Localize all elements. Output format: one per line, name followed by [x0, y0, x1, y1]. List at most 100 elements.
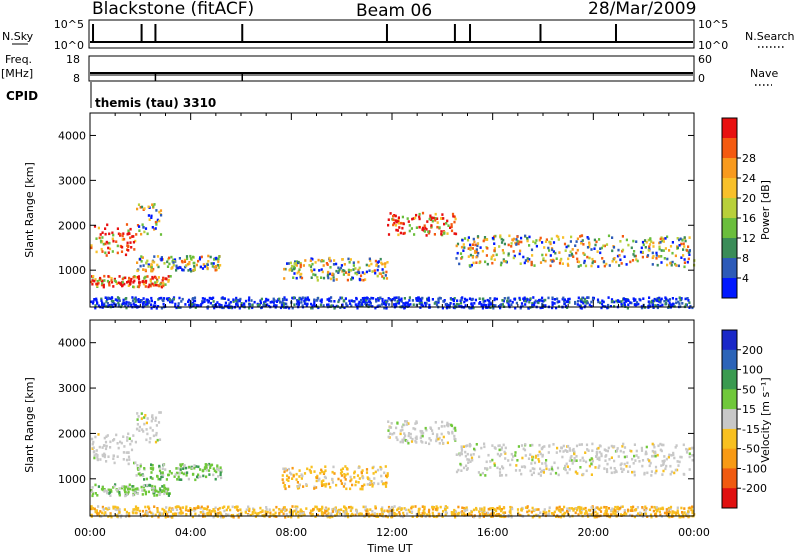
data-cell — [137, 506, 140, 510]
data-cell — [334, 509, 338, 513]
data-cell — [369, 298, 372, 301]
power-colorbar-tick-label: 4 — [742, 272, 749, 285]
data-cell — [563, 512, 566, 516]
data-cell — [136, 492, 139, 495]
data-cell — [541, 462, 544, 465]
data-cell — [527, 307, 530, 310]
data-cell — [285, 478, 289, 481]
data-cell — [388, 432, 392, 435]
data-cell — [529, 469, 532, 473]
data-cell — [173, 513, 176, 516]
data-cell — [463, 297, 467, 301]
data-cell — [371, 513, 374, 516]
data-cell — [460, 297, 463, 300]
data-cell — [145, 421, 148, 425]
data-cell — [369, 300, 372, 304]
data-cell — [368, 304, 371, 307]
data-cell — [106, 279, 110, 283]
data-cell — [544, 240, 548, 243]
data-cell — [399, 231, 402, 235]
data-cell — [597, 265, 600, 268]
data-cell — [192, 268, 195, 272]
data-cell — [439, 297, 442, 300]
data-cell — [484, 474, 487, 477]
data-cell — [125, 513, 128, 517]
data-cell — [384, 482, 387, 486]
data-cell — [580, 507, 583, 510]
data-cell — [313, 470, 316, 473]
data-cell — [638, 460, 641, 463]
data-cell — [440, 512, 443, 516]
data-cell — [357, 481, 360, 484]
data-cell — [568, 254, 571, 257]
data-cell — [588, 242, 591, 246]
data-cell — [591, 261, 594, 265]
data-cell — [591, 257, 594, 261]
data-cell — [550, 237, 553, 241]
data-cell — [651, 299, 655, 303]
data-cell — [603, 264, 606, 268]
data-cell — [379, 257, 382, 261]
data-cell — [248, 509, 251, 513]
data-cell — [123, 301, 126, 305]
data-cell — [655, 506, 658, 509]
data-cell — [523, 448, 527, 452]
data-cell — [414, 505, 417, 508]
data-cell — [134, 461, 137, 464]
data-cell — [410, 227, 413, 230]
data-cell — [538, 298, 541, 302]
data-cell — [167, 488, 170, 491]
data-cell — [440, 230, 443, 233]
data-cell — [650, 300, 653, 304]
data-cell — [158, 297, 161, 300]
data-cell — [618, 264, 621, 267]
data-cell — [451, 212, 455, 216]
data-cell — [283, 508, 286, 512]
data-cell — [162, 302, 165, 306]
data-cell — [688, 455, 691, 459]
data-cell — [369, 508, 372, 511]
data-cell — [137, 285, 140, 289]
power-colorbar-tick-label: 16 — [742, 212, 756, 225]
data-cell — [683, 507, 686, 510]
data-cell — [299, 273, 302, 276]
data-cell — [126, 436, 129, 439]
data-cell — [320, 482, 323, 486]
data-cell — [154, 488, 157, 492]
data-cell — [202, 510, 205, 513]
data-cell — [128, 458, 131, 461]
data-cell — [602, 300, 605, 304]
data-cell — [628, 465, 631, 468]
data-cell — [580, 241, 583, 245]
data-cell — [202, 474, 205, 478]
data-cell — [142, 264, 145, 267]
velocity-colorbar-tick-label: -15 — [742, 423, 760, 436]
data-cell — [453, 232, 456, 235]
data-cell — [198, 257, 201, 261]
data-cell — [516, 508, 520, 511]
data-cell — [434, 217, 437, 220]
data-cell — [403, 231, 406, 235]
data-cell — [621, 235, 624, 238]
data-cell — [682, 248, 685, 251]
data-cell — [460, 245, 464, 249]
data-cell — [335, 269, 338, 273]
data-cell — [160, 306, 163, 310]
data-cell — [593, 247, 596, 250]
data-cell — [632, 253, 635, 256]
data-cell — [606, 306, 609, 310]
cpid-text: themis (tau) 3310 — [95, 96, 216, 110]
data-cell — [100, 299, 103, 302]
data-cell — [511, 300, 514, 304]
data-cell — [195, 303, 198, 307]
data-cell — [419, 306, 422, 309]
data-cell — [476, 235, 480, 238]
data-cell — [122, 485, 126, 488]
data-cell — [379, 272, 382, 276]
data-cell — [145, 438, 148, 442]
data-cell — [590, 513, 593, 516]
data-cell — [567, 444, 570, 448]
data-cell — [328, 256, 331, 260]
data-cell — [147, 505, 150, 509]
data-cell — [155, 280, 158, 284]
